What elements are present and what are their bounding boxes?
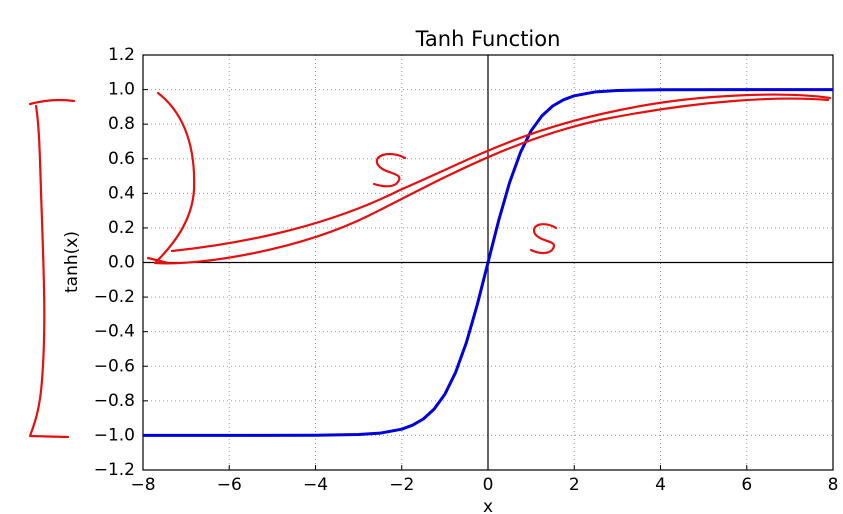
handwritten-annotations — [28, 91, 832, 439]
y-tick-label: −0.6 — [94, 356, 135, 376]
x-tick-label: −6 — [217, 475, 242, 495]
y-tick-label: 1.2 — [108, 45, 135, 65]
y-tick-label: −0.8 — [94, 391, 135, 411]
y-tick-label: −0.2 — [94, 287, 135, 307]
x-axis-label: x — [483, 497, 493, 514]
x-tick-label: 4 — [655, 475, 666, 495]
y-axis-label: tanh(x) — [62, 231, 82, 293]
y-tick-label: −1.0 — [94, 425, 135, 445]
chart-title: Tanh Function — [415, 27, 561, 51]
x-tick-label: 8 — [828, 475, 839, 495]
line — [143, 88, 833, 437]
y-tick-label: 0.4 — [108, 183, 135, 203]
y-tick-label: 0.8 — [108, 114, 135, 134]
y-tick-label: 0.2 — [108, 218, 135, 238]
y-tick-label: 0.0 — [108, 253, 135, 273]
y-tick-label: 0.6 — [108, 149, 135, 169]
x-tick-label: −8 — [130, 475, 155, 495]
x-tick-label: 6 — [741, 475, 752, 495]
y-tick-label: −0.4 — [94, 322, 135, 342]
x-tick-label: 0 — [483, 475, 494, 495]
x-tick-label: 2 — [569, 475, 580, 495]
y-tick-label: 1.0 — [108, 80, 135, 100]
plot-frame — [142, 54, 834, 471]
x-tick-label: −4 — [303, 475, 328, 495]
y-tick-label: −1.2 — [94, 460, 135, 480]
x-tick-label: −2 — [389, 475, 414, 495]
